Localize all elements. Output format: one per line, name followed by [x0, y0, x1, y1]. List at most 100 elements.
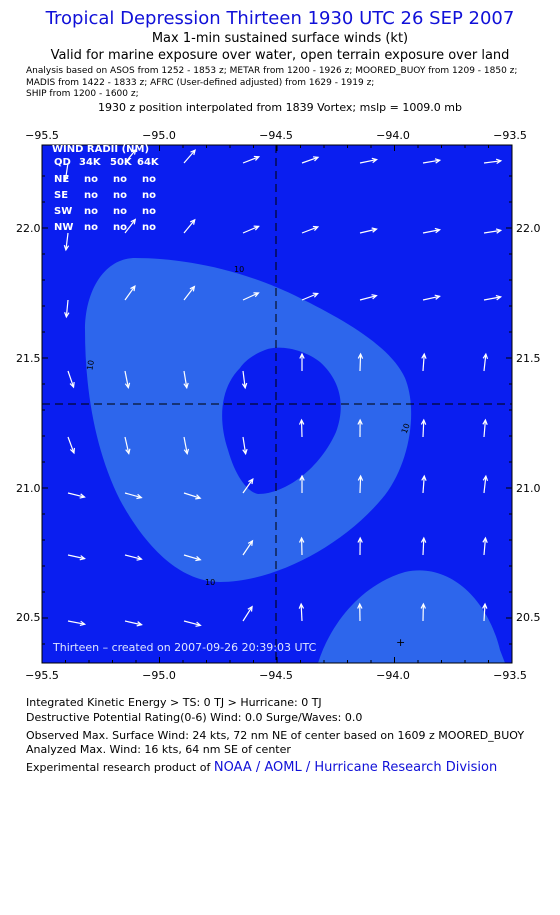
wind-vector-head — [357, 536, 363, 543]
wind-vector — [242, 225, 259, 234]
wind-vector-head — [299, 352, 305, 359]
contour-label: 10 — [85, 359, 96, 371]
wind-radii-cell: no — [113, 174, 127, 185]
wind-vector-head — [495, 158, 503, 165]
wind-vector-head — [195, 555, 202, 562]
lat-label: 21.0 — [16, 482, 41, 495]
wind-vector — [242, 540, 253, 556]
wind-vector-head — [421, 352, 427, 359]
wind-vector-head — [420, 418, 427, 425]
position-interpolation-note: 1930 z position interpolated from 1839 V… — [97, 101, 462, 114]
map-title: Tropical Depression Thirteen 1930 UTC 26… — [45, 8, 515, 29]
contour-label: 10 — [400, 422, 412, 435]
wind-vector-head — [482, 536, 488, 543]
wind-vector-head — [482, 418, 488, 425]
wind-vector-head — [79, 555, 86, 561]
wind-vector — [301, 156, 319, 164]
wind-vector — [483, 420, 486, 438]
analysis-sources-line-3: SHIP from 1200 - 1600 z; — [26, 89, 139, 99]
wind-radii-cell: no — [113, 190, 127, 201]
wind-vector — [242, 478, 254, 494]
wind-vector — [67, 492, 85, 498]
creation-stamp: Thirteen – created on 2007-09-26 20:39:0… — [52, 641, 317, 654]
wind-vector — [124, 620, 142, 626]
wind-vector — [183, 554, 201, 561]
wind-vector — [483, 296, 501, 301]
lat-label: 21.0 — [516, 482, 541, 495]
wind-vector — [183, 492, 201, 499]
wind-vector-head — [195, 494, 202, 500]
wind-vector-head — [357, 418, 363, 425]
wind-vector-head — [357, 474, 364, 481]
wind-vector — [359, 158, 377, 164]
wind-band-10kt-north — [85, 258, 412, 582]
wind-vector-head — [136, 493, 143, 500]
wind-vector-head — [183, 382, 189, 390]
wind-vector-head — [298, 418, 305, 425]
destructive-potential-line: Destructive Potential Rating(0-6) Wind: … — [26, 711, 363, 724]
wind-vector-head — [298, 536, 305, 543]
contour-label: 10 — [234, 265, 244, 274]
wind-vector — [422, 476, 425, 494]
lat-label: 20.5 — [16, 611, 41, 624]
wind-vector-head — [247, 605, 253, 612]
lat-label: 22.0 — [516, 222, 541, 235]
credit-text: Experimental research product of — [26, 761, 214, 774]
wind-vector — [359, 353, 362, 372]
contour-label: 10 — [205, 578, 215, 587]
wind-vector — [359, 228, 377, 234]
wind-radii-cell: no — [142, 190, 156, 201]
wind-vector — [483, 603, 486, 622]
wind-vector — [183, 286, 195, 301]
wind-vector-head — [189, 285, 196, 292]
wind-vector — [183, 149, 196, 164]
wind-vector-head — [189, 218, 196, 225]
lon-label: −95.5 — [25, 669, 59, 682]
wind-vector-head — [124, 382, 131, 390]
lon-label: −95.0 — [142, 669, 176, 682]
wind-vector — [359, 475, 362, 494]
wind-band-10kt-south — [318, 570, 505, 663]
wind-vector — [483, 476, 487, 494]
wind-vector-head — [136, 621, 143, 627]
wind-vector — [422, 419, 425, 438]
lon-label: −94.5 — [259, 129, 293, 142]
wind-radii-cell: no — [142, 222, 156, 233]
wind-vector — [483, 538, 487, 556]
wind-vector-head — [420, 602, 426, 609]
lon-label: −93.5 — [493, 669, 527, 682]
wind-vector-head — [247, 539, 254, 546]
wind-radii-cell: no — [142, 174, 156, 185]
wind-vector-head — [183, 448, 190, 456]
wind-vector-head — [312, 292, 319, 298]
wind-vector-head — [195, 621, 202, 627]
wind-vector-head — [63, 174, 69, 182]
wind-vector-head — [298, 602, 305, 609]
wind-vector-head — [357, 602, 363, 609]
wind-vector — [483, 229, 501, 234]
wind-vector — [124, 149, 137, 164]
lon-label: −94.0 — [376, 129, 410, 142]
wind-vector — [67, 370, 75, 388]
center-cross-icon: + — [396, 636, 405, 649]
wind-vector — [422, 354, 425, 372]
wind-vector — [67, 436, 75, 454]
wind-vector — [422, 159, 440, 164]
wind-vector-head — [495, 295, 503, 301]
wind-vector — [242, 436, 247, 454]
wind-vector — [183, 219, 196, 234]
wind-vector — [242, 370, 246, 388]
wind-radii-cell: SW — [54, 206, 72, 217]
lon-label: −94.0 — [376, 669, 410, 682]
wind-vector-head — [482, 474, 489, 482]
wind-radii-title: WIND RADII (NM) — [52, 144, 149, 155]
observed-max-wind: Observed Max. Surface Wind: 24 kts, 72 n… — [26, 729, 525, 742]
hrd-link[interactable]: NOAA / AOML / Hurricane Research Divisio… — [213, 760, 498, 775]
wind-vector — [300, 603, 303, 622]
wind-vector — [67, 554, 85, 560]
wind-vector — [301, 226, 319, 234]
wind-vector — [65, 232, 69, 250]
wind-vector-head — [69, 447, 76, 455]
wind-vector — [422, 295, 440, 301]
validity-note: Valid for marine exposure over water, op… — [50, 48, 510, 63]
